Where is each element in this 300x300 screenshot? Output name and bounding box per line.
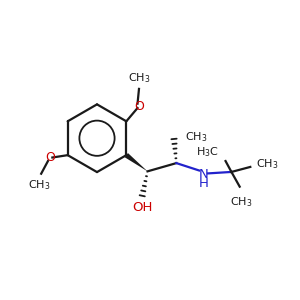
Text: N: N — [199, 168, 208, 182]
Text: O: O — [134, 100, 144, 113]
Text: OH: OH — [132, 201, 152, 214]
Text: CH$_3$: CH$_3$ — [128, 72, 150, 86]
Text: O: O — [45, 151, 55, 164]
Text: CH$_3$: CH$_3$ — [28, 178, 51, 192]
Polygon shape — [125, 153, 148, 171]
Text: H: H — [199, 177, 208, 190]
Text: H$_3$C: H$_3$C — [196, 145, 219, 159]
Text: CH$_3$: CH$_3$ — [185, 130, 208, 143]
Text: CH$_3$: CH$_3$ — [230, 196, 252, 209]
Text: CH$_3$: CH$_3$ — [256, 157, 279, 171]
